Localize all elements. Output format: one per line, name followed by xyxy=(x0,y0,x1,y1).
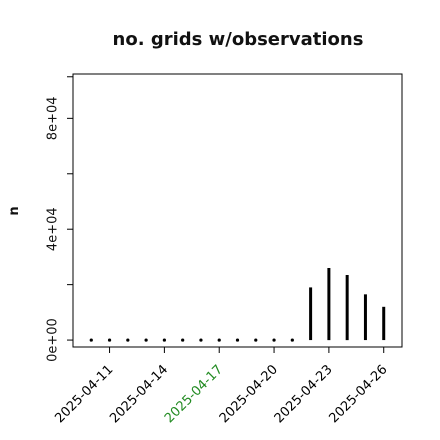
x-tick-label: 2025-04-14 xyxy=(107,362,171,426)
bar xyxy=(199,338,203,342)
bar xyxy=(254,338,258,342)
x-tick-label: 2025-04-26 xyxy=(327,362,391,426)
bar xyxy=(107,338,112,342)
y-tick-label: 8e+04 xyxy=(46,96,61,140)
x-axis: 2025-04-112025-04-142025-04-172025-04-20… xyxy=(52,346,391,426)
bar xyxy=(272,338,276,342)
chart-title: no. grids w/observations xyxy=(113,29,364,50)
bar xyxy=(290,338,294,342)
x-tick-label: 2025-04-23 xyxy=(272,362,336,426)
y-axis-label: n xyxy=(7,206,22,215)
bar xyxy=(162,338,166,342)
bar xyxy=(181,338,185,342)
y-tick-label: 4e+04 xyxy=(46,207,61,251)
bars xyxy=(89,268,386,342)
bar xyxy=(89,338,93,342)
plot-frame xyxy=(72,73,403,348)
bar xyxy=(217,338,221,342)
y-tick-label: 0e+00 xyxy=(46,318,61,362)
bar xyxy=(235,338,240,342)
bar xyxy=(144,338,148,342)
y-axis: 0e+00 4e+04 8e+04 xyxy=(46,76,73,362)
bar xyxy=(126,338,130,342)
